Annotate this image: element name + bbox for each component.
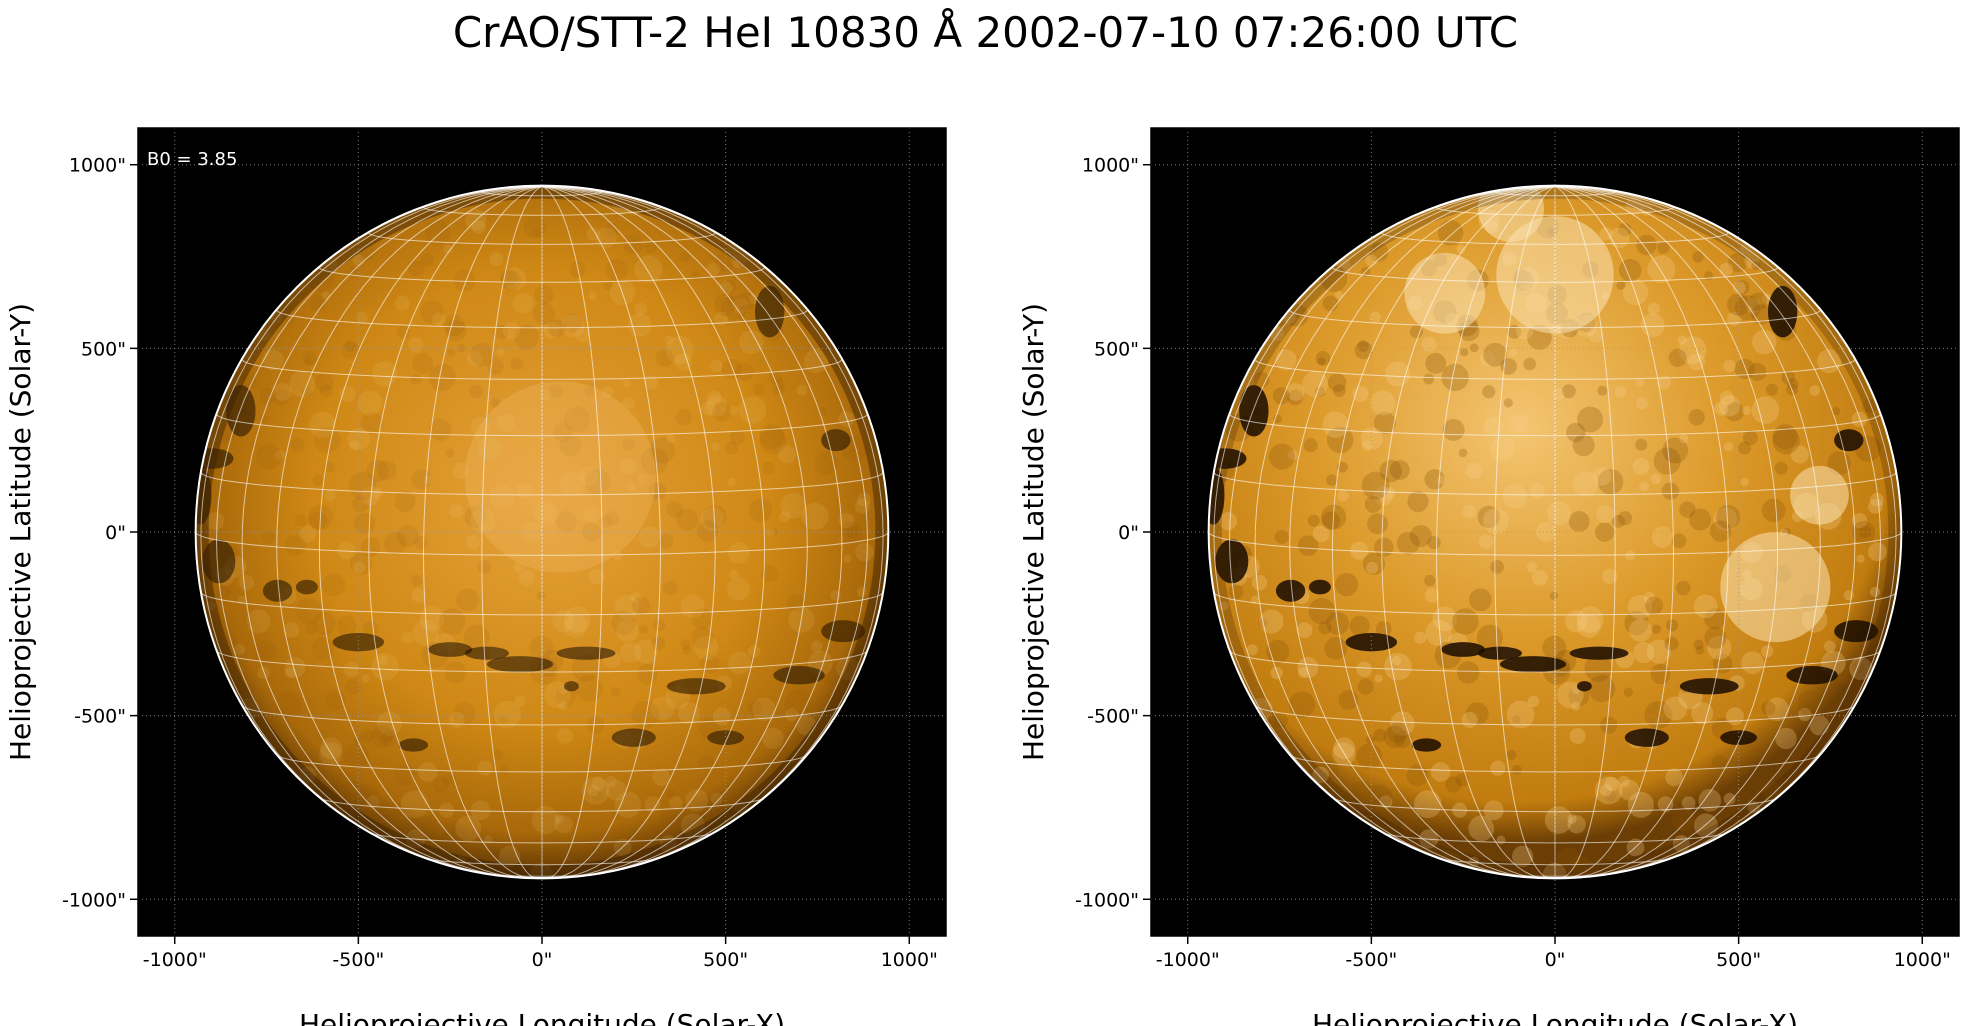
- left-xtick-label: 1000": [881, 949, 938, 971]
- left-solar-limb: [194, 184, 890, 880]
- left-ylabel: Helioprojective Latitude (Solar-Y): [4, 303, 37, 761]
- right-xtick-label: 1000": [1894, 949, 1951, 971]
- right-axes-frame: [1150, 127, 1960, 937]
- left-xlabel: Helioprojective Longitude (Solar-X): [299, 1008, 785, 1026]
- left-b0-annotation: B0 = 3.85: [147, 149, 237, 170]
- left-xtick-label: -1000": [143, 949, 207, 971]
- right-xtick-label: -1000": [1156, 949, 1220, 971]
- left-ytick-label: 0": [105, 522, 126, 544]
- left-solar-features: [195, 185, 889, 879]
- right-ytick-label: -1000": [1075, 889, 1139, 911]
- left-axes-frame: [137, 127, 947, 937]
- right-ytick-label: 500": [1094, 338, 1139, 360]
- right-ytick-label: -500": [1087, 706, 1139, 728]
- figure-title: CrAO/STT-2 HeI 10830 Å 2002-07-10 07:26:…: [452, 8, 1519, 57]
- left-axes: -1000" -500" 0" 500" 1000" 1000" 500" 0" -500" -1…: [4, 127, 947, 1026]
- left-xtick-label: -500": [332, 949, 384, 971]
- left-ytick-label: -500": [74, 706, 126, 728]
- left-ytick-label: -1000": [62, 889, 126, 911]
- right-ylabel: Helioprojective Latitude (Solar-Y): [1017, 303, 1050, 761]
- left-xtick-label: 0": [532, 949, 553, 971]
- right-xlabel: Helioprojective Longitude (Solar-X): [1312, 1008, 1798, 1026]
- right-xtick-label: 500": [1716, 949, 1761, 971]
- right-ytick-label: 1000": [1082, 155, 1139, 177]
- right-ytick-label: 0": [1118, 522, 1139, 544]
- left-xtick-label: 500": [703, 949, 748, 971]
- right-axes: -1000" -500" 0" 500" 1000" 1000" 500" 0" -500" -1…: [1017, 127, 1960, 1026]
- left-ytick-label: 500": [81, 338, 126, 360]
- left-ytick-label: 1000": [69, 155, 126, 177]
- right-xtick-label: -500": [1345, 949, 1397, 971]
- right-xtick-label: 0": [1545, 949, 1566, 971]
- right-solar-limb: [1207, 184, 1903, 880]
